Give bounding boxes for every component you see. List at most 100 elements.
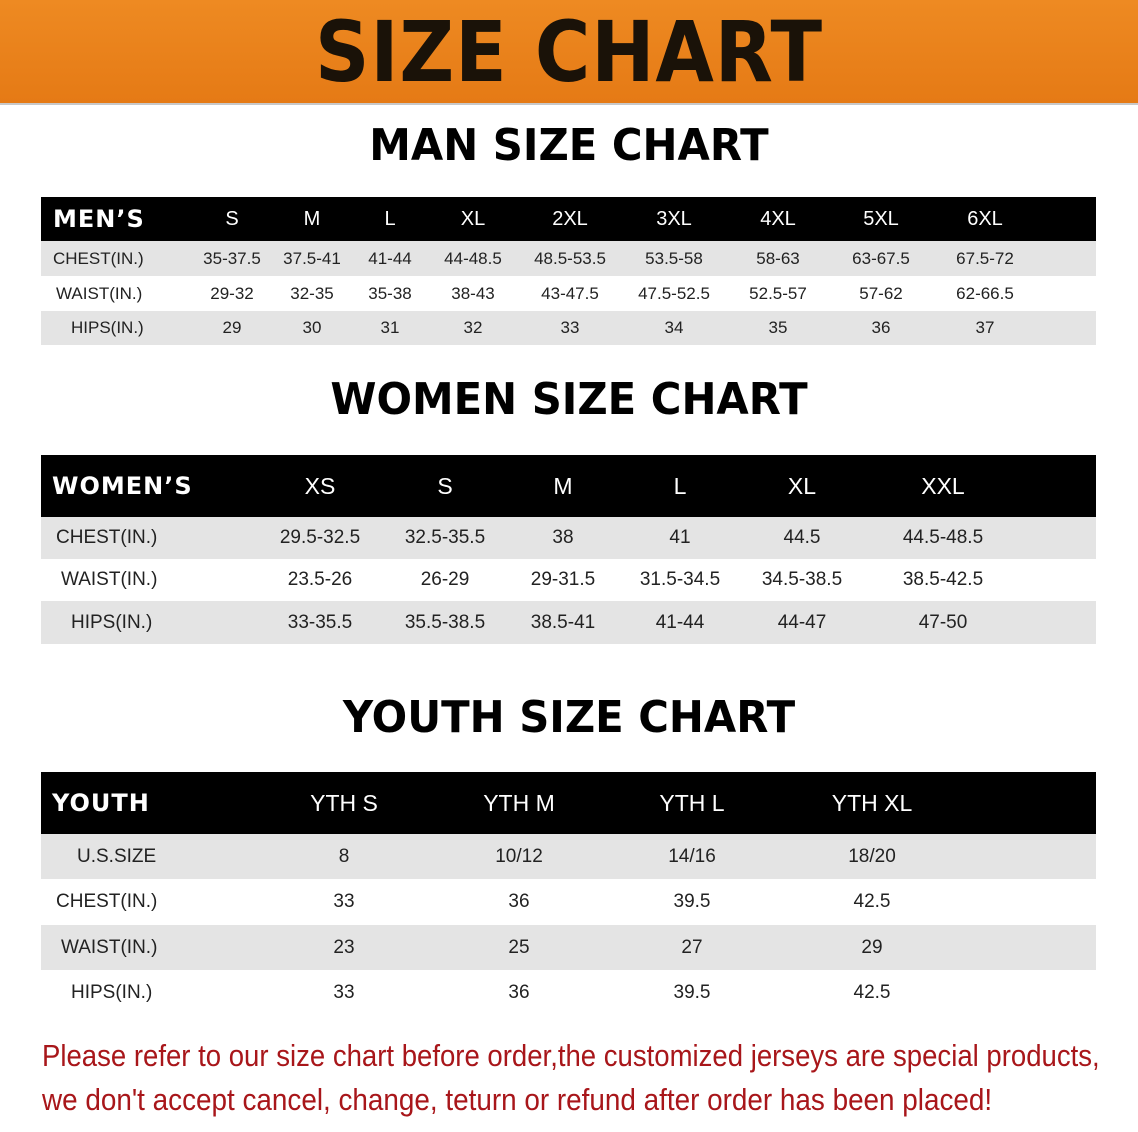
measurement-value: 23	[333, 936, 355, 958]
measurement-value: 48.5-53.5	[534, 248, 606, 268]
table-corner-label: WOMEN’S	[52, 472, 193, 500]
measurement-label: WAIST(IN.)	[61, 569, 158, 590]
measurement-value: 62-66.5	[956, 283, 1014, 303]
measurement-value: 32.5-35.5	[404, 527, 486, 548]
policy-note-line-1: Please refer to our size chart before or…	[42, 1038, 1100, 1073]
size-column-header: S	[437, 472, 453, 499]
measurement-value: 35-37.5	[203, 248, 261, 268]
measurement-value: 30	[302, 318, 322, 337]
measurement-value: 31.5-34.5	[639, 569, 721, 590]
measurement-label: HIPS(IN.)	[71, 318, 144, 337]
measurement-value: 44.5-48.5	[902, 527, 984, 548]
header-row: MEN’S S M L XL 2XL 3XL 4XL 5XL 6XL	[41, 197, 1096, 241]
measurement-value: 33-35.5	[287, 611, 353, 633]
measurement-label: HIPS(IN.)	[71, 611, 153, 633]
table-row: CHEST(IN.) 33 36 39.5 42.5	[41, 879, 1096, 925]
measurement-value: 67.5-72	[956, 248, 1014, 268]
measurement-value: 39.5	[673, 891, 711, 912]
size-column-header: YTH S	[310, 789, 378, 816]
measurement-value: 43-47.5	[541, 283, 599, 303]
measurement-value: 29-32	[210, 283, 254, 303]
size-column-header: 6XL	[967, 207, 1003, 230]
men-section-title: MAN SIZE CHART	[369, 120, 769, 171]
measurement-value: 32-35	[290, 283, 334, 303]
size-column-header: L	[384, 207, 396, 230]
banner-title: SIZE CHART	[314, 3, 823, 101]
policy-note-line-2: we don't accept cancel, change, teturn o…	[42, 1082, 993, 1117]
measurement-value: 47.5-52.5	[638, 283, 710, 303]
table-row: WAIST(IN.) 23.5-26 26-29 29-31.5 31.5-34.5 34…	[41, 559, 1096, 601]
measurement-value: 44-48.5	[444, 248, 502, 268]
size-column-header: XL	[787, 472, 817, 499]
size-column-header: YTH XL	[831, 789, 913, 816]
size-column-header: M	[303, 207, 321, 230]
measurement-value: 63-67.5	[852, 248, 910, 268]
measurement-value: 29-31.5	[530, 569, 596, 590]
measurement-value: 27	[681, 936, 703, 958]
table-row: WAIST(IN.) 29-32 32-35 35-38 38-43 43-47.5 47.…	[41, 276, 1096, 311]
size-column-header: XL	[460, 207, 486, 230]
measurement-value: 33	[333, 891, 355, 912]
measurement-value: 26-29	[420, 569, 470, 590]
size-column-header: XS	[304, 472, 336, 499]
measurement-value: 44-47	[777, 611, 827, 633]
measurement-value: 31	[380, 318, 400, 337]
size-column-header: 3XL	[656, 207, 692, 230]
size-column-header: YTH M	[483, 789, 555, 816]
table-row: HIPS(IN.) 33-35.5 35.5-38.5 38.5-41 41-44 44-…	[41, 601, 1096, 644]
measurement-value: 25	[508, 936, 530, 958]
measurement-label: WAIST(IN.)	[61, 936, 158, 958]
table-corner-label: MEN’S	[53, 205, 145, 233]
banner: SIZE CHART	[0, 0, 1138, 105]
size-column-header: 4XL	[760, 207, 796, 230]
table-corner-label: YOUTH	[52, 789, 150, 817]
table-row: HIPS(IN.) 29 30 31 32 33 34 35 36 37	[41, 311, 1096, 345]
measurement-value: 33	[333, 981, 355, 1003]
measurement-label: CHEST(IN.)	[56, 527, 158, 548]
measurement-value: 36	[871, 318, 891, 337]
youth-section-title: YOUTH SIZE CHART	[342, 692, 796, 743]
header-row: WOMEN’S XS S M L XL XXL	[41, 455, 1096, 517]
table-row: CHEST(IN.) 35-37.5 37.5-41 41-44 44-48.5 48.5…	[41, 241, 1096, 276]
table-row: U.S.SIZE 8 10/12 14/16 18/20	[41, 834, 1096, 879]
measurement-value: 58-63	[756, 248, 800, 268]
measurement-value: 38.5-41	[530, 611, 596, 633]
women-section-title: WOMEN SIZE CHART	[330, 374, 808, 425]
table-row: WAIST(IN.) 23 25 27 29	[41, 925, 1096, 970]
measurement-value: 14/16	[668, 845, 716, 867]
measurement-label: CHEST(IN.)	[56, 891, 158, 912]
measurement-label: U.S.SIZE	[77, 845, 157, 867]
measurement-value: 41-44	[368, 248, 412, 268]
measurement-value: 37.5-41	[283, 248, 341, 268]
table-row: CHEST(IN.) 29.5-32.5 32.5-35.5 38 41 44.5 44.5…	[41, 517, 1096, 559]
measurement-value: 35.5-38.5	[404, 611, 486, 633]
measurement-value: 42.5	[853, 981, 891, 1003]
measurement-value: 23.5-26	[287, 569, 353, 590]
header-row: YOUTH YTH S YTH M YTH L YTH XL	[41, 772, 1096, 834]
measurement-value: 34	[664, 318, 684, 337]
measurement-value: 52.5-57	[749, 283, 807, 303]
measurement-value: 32	[463, 318, 483, 337]
size-column-header: L	[673, 472, 687, 499]
measurement-value: 41-44	[655, 611, 705, 633]
measurement-label: WAIST(IN.)	[56, 283, 143, 303]
measurement-value: 36	[508, 891, 530, 912]
measurement-value: 37	[975, 318, 995, 337]
measurement-value: 38.5-42.5	[902, 569, 984, 590]
measurement-value: 35	[768, 318, 788, 337]
measurement-value: 8	[338, 845, 350, 867]
measurement-value: 53.5-58	[645, 248, 703, 268]
measurement-value: 57-62	[859, 283, 903, 303]
measurement-value: 29	[861, 936, 883, 958]
measurement-value: 42.5	[853, 891, 891, 912]
size-column-header: M	[553, 472, 573, 499]
size-column-header: YTH L	[659, 789, 725, 816]
size-column-header: 5XL	[863, 207, 899, 230]
table-row: HIPS(IN.) 33 36 39.5 42.5	[41, 970, 1096, 1015]
size-column-header: S	[225, 207, 239, 230]
size-column-header: 2XL	[552, 207, 588, 230]
measurement-value: 18/20	[848, 845, 896, 867]
measurement-value: 35-38	[368, 283, 412, 303]
measurement-value: 10/12	[495, 845, 543, 867]
measurement-label: HIPS(IN.)	[71, 981, 153, 1003]
